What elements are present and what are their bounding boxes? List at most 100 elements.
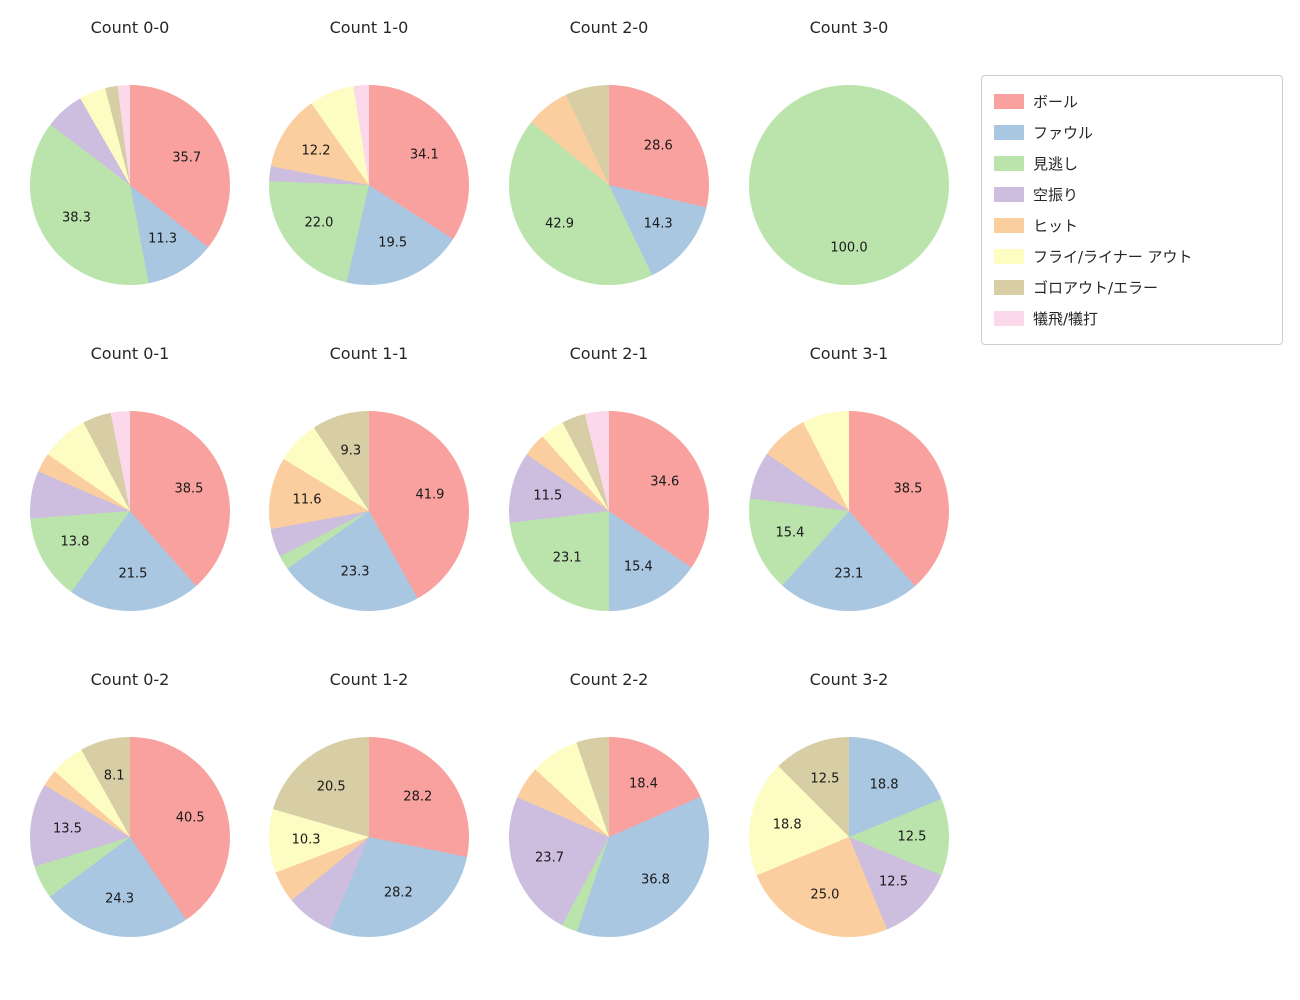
slice-label: 42.9 <box>545 216 575 232</box>
slice-label: 23.3 <box>340 564 370 580</box>
slice-label: 15.4 <box>775 525 805 541</box>
slice-label: 38.5 <box>174 481 204 497</box>
chart-title: Count 1-2 <box>329 670 409 689</box>
slice-label: 35.7 <box>172 150 202 166</box>
pie-chart: 41.9 23.3 11.6 9.3 <box>269 411 469 611</box>
slice-label: 13.8 <box>60 534 90 550</box>
chart-title: Count 1-1 <box>329 344 409 363</box>
slice-label: 11.5 <box>533 488 563 504</box>
slice-label: 24.3 <box>105 891 135 907</box>
legend-label: 見逃し <box>1033 155 1079 173</box>
slice-label: 11.3 <box>148 231 178 247</box>
slice-label: 38.5 <box>893 481 923 497</box>
chart-count-0-2: Count 0-2 40.5 24.3 13.5 8.1 <box>10 670 250 970</box>
slice-label: 34.6 <box>650 474 680 490</box>
slice-label: 12.5 <box>879 874 908 890</box>
slice-label: 18.8 <box>772 817 802 833</box>
chart-count-3-2: Count 3-2 18.8 12.5 12.5 25.0 18.8 12.5 <box>729 670 969 970</box>
legend-label: フライ/ライナー アウト <box>1033 248 1193 266</box>
legend-swatch-hit <box>994 218 1024 233</box>
legend-swatch-fly-liner-out <box>994 249 1024 264</box>
legend-label: ヒット <box>1033 217 1079 235</box>
pie-chart: 35.7 11.3 38.3 <box>30 85 230 285</box>
slice-label: 12.5 <box>810 771 840 787</box>
slice-label: 8.1 <box>103 768 125 784</box>
chart-count-2-2: Count 2-2 18.4 36.8 23.7 <box>489 670 729 970</box>
slice-label: 12.2 <box>301 143 331 159</box>
legend-label: ゴロアウト/エラー <box>1033 279 1159 297</box>
pie-chart: 18.4 36.8 23.7 <box>509 737 709 937</box>
chart-title: Count 2-0 <box>569 18 649 37</box>
slice-label: 23.1 <box>552 550 582 566</box>
chart-count-2-0: Count 2-0 28.6 14.3 42.9 <box>489 18 729 318</box>
legend-label: 空振り <box>1033 186 1079 204</box>
slice-label: 36.8 <box>640 872 670 888</box>
pie-chart: 38.5 23.1 15.4 <box>749 411 949 611</box>
legend-label: ボール <box>1033 93 1079 111</box>
chart-title: Count 0-1 <box>90 344 170 363</box>
chart-count-0-0: Count 0-0 35.7 11.3 38.3 <box>10 18 250 318</box>
pie-chart: 34.6 15.4 23.1 11.5 <box>509 411 709 611</box>
slice-label: 100.0 <box>830 240 868 256</box>
slice-label: 28.2 <box>383 885 413 901</box>
slice-label: 9.3 <box>340 443 362 459</box>
chart-title: Count 3-2 <box>809 670 889 689</box>
slice-label: 22.0 <box>304 215 334 231</box>
pie-chart: 100.0 <box>749 85 949 285</box>
chart-title: Count 3-1 <box>809 344 889 363</box>
chart-title: Count 2-2 <box>569 670 649 689</box>
legend-item: 犠飛/犠打 <box>994 303 1270 334</box>
chart-count-3-0: Count 3-0 100.0 <box>729 18 969 318</box>
legend-swatch-groundout-error <box>994 280 1024 295</box>
pie-chart: 40.5 24.3 13.5 8.1 <box>30 737 230 937</box>
legend-swatch-swinging-strike <box>994 187 1024 202</box>
legend-item: フライ/ライナー アウト <box>994 241 1270 272</box>
slice-label: 38.3 <box>62 210 91 226</box>
chart-count-1-2: Count 1-2 28.2 28.2 10.3 20.5 <box>249 670 489 970</box>
slice-label: 40.5 <box>175 810 205 826</box>
chart-count-1-0: Count 1-0 34.1 19.5 22.0 12.2 <box>249 18 489 318</box>
legend-label: ファウル <box>1033 124 1094 142</box>
legend-label: 犠飛/犠打 <box>1033 310 1099 328</box>
legend-swatch-ball <box>994 94 1024 109</box>
legend-swatch-sacrifice <box>994 311 1024 326</box>
slice-label: 11.6 <box>292 492 322 508</box>
pie-chart: 34.1 19.5 22.0 12.2 <box>269 85 469 285</box>
chart-title: Count 0-2 <box>90 670 170 689</box>
slice-label: 10.3 <box>291 832 321 848</box>
legend-item: ゴロアウト/エラー <box>994 272 1270 303</box>
slice-label: 34.1 <box>409 147 439 163</box>
legend-item: ヒット <box>994 210 1270 241</box>
legend-item: 見逃し <box>994 148 1270 179</box>
pie-chart: 28.2 28.2 10.3 20.5 <box>269 737 469 937</box>
slice-label: 41.9 <box>415 487 445 503</box>
chart-count-3-1: Count 3-1 38.5 23.1 15.4 <box>729 344 969 644</box>
legend-item: ボール <box>994 86 1270 117</box>
slice-label: 28.2 <box>403 789 433 805</box>
chart-count-2-1: Count 2-1 34.6 15.4 23.1 11.5 <box>489 344 729 644</box>
slice-label: 21.5 <box>118 566 148 582</box>
chart-title: Count 2-1 <box>569 344 649 363</box>
slice-label: 12.5 <box>897 829 927 845</box>
slice-label: 14.3 <box>643 216 673 232</box>
slice-label: 18.4 <box>628 776 658 792</box>
slice-label: 25.0 <box>810 887 840 903</box>
chart-count-0-1: Count 0-1 38.5 21.5 13.8 <box>10 344 250 644</box>
chart-title: Count 3-0 <box>809 18 889 37</box>
legend-swatch-foul <box>994 125 1024 140</box>
pie-chart: 18.8 12.5 12.5 25.0 18.8 12.5 <box>749 737 949 937</box>
slice-label: 18.8 <box>869 777 899 793</box>
legend: ボール ファウル 見逃し 空振り ヒット フライ/ライナー アウト ゴロアウト/… <box>981 75 1283 345</box>
slice-label: 20.5 <box>316 779 346 795</box>
slice-label: 15.4 <box>623 559 653 575</box>
pie-chart: 38.5 21.5 13.8 <box>30 411 230 611</box>
legend-swatch-called-strike <box>994 156 1024 171</box>
chart-count-1-1: Count 1-1 41.9 23.3 11.6 9.3 <box>249 344 489 644</box>
pie-chart: 28.6 14.3 42.9 <box>509 85 709 285</box>
chart-title: Count 1-0 <box>329 18 409 37</box>
slice-label: 19.5 <box>378 235 408 251</box>
chart-title: Count 0-0 <box>90 18 170 37</box>
legend-item: 空振り <box>994 179 1270 210</box>
legend-item: ファウル <box>994 117 1270 148</box>
